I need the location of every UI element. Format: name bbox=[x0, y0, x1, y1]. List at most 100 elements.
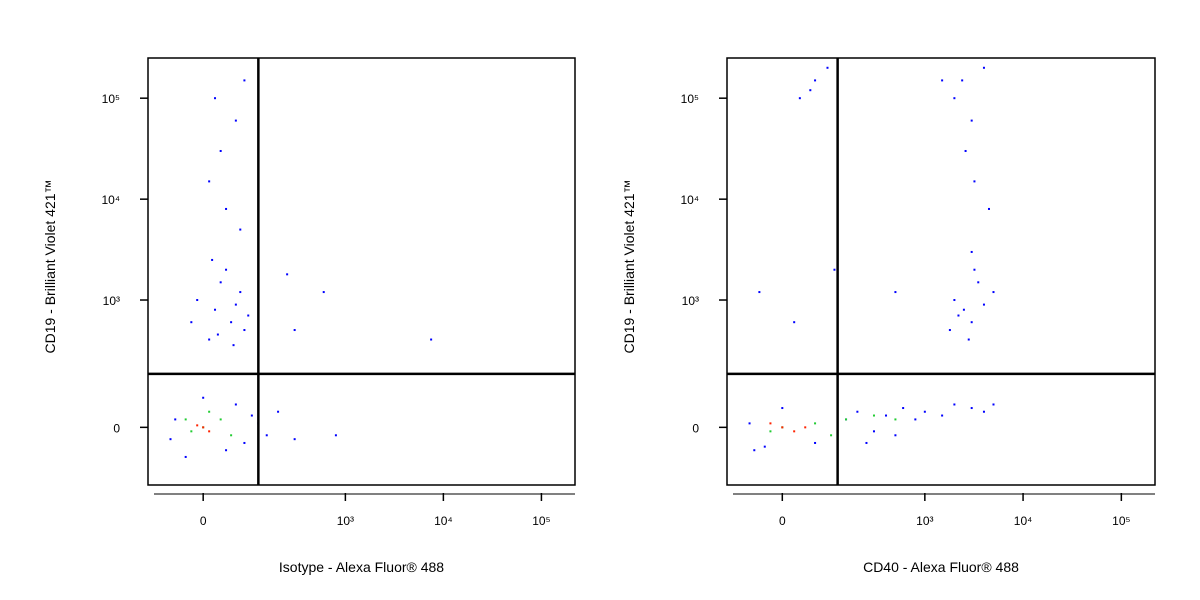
event-dot bbox=[809, 89, 812, 92]
event-dot bbox=[753, 449, 756, 452]
x-tick-label: 10⁵ bbox=[532, 514, 550, 528]
event-dot bbox=[208, 430, 211, 433]
event-dot bbox=[982, 303, 985, 306]
plot-frame bbox=[726, 57, 1156, 486]
event-dot bbox=[230, 321, 233, 324]
event-dot bbox=[957, 314, 960, 317]
event-dot bbox=[219, 281, 222, 284]
event-dot bbox=[970, 250, 973, 253]
event-dot bbox=[973, 180, 976, 183]
event-dot bbox=[970, 119, 973, 122]
event-dot bbox=[219, 149, 222, 152]
event-dot bbox=[914, 418, 917, 421]
event-dot bbox=[202, 396, 205, 399]
event-dot bbox=[830, 434, 833, 437]
event-dot bbox=[970, 407, 973, 410]
event-dot bbox=[856, 410, 859, 413]
event-dot bbox=[763, 445, 766, 448]
event-dot bbox=[953, 97, 956, 100]
event-dot bbox=[234, 119, 237, 122]
y-tick-label: 0 bbox=[692, 421, 699, 435]
event-dot bbox=[208, 410, 211, 413]
x-tick-label: 10⁴ bbox=[434, 514, 453, 528]
y-tick-label: 10⁴ bbox=[101, 193, 120, 207]
event-dot bbox=[894, 418, 897, 421]
event-dot bbox=[243, 329, 246, 332]
event-dot bbox=[845, 418, 848, 421]
event-dot bbox=[219, 418, 222, 421]
event-dot bbox=[948, 329, 951, 332]
event-dot bbox=[865, 441, 868, 444]
event-dot bbox=[826, 66, 829, 69]
x-tick-label: 0 bbox=[200, 514, 207, 528]
event-dot bbox=[322, 291, 325, 294]
y-tick-label: 10³ bbox=[682, 294, 699, 308]
event-dot bbox=[250, 414, 253, 417]
event-dot bbox=[196, 424, 199, 427]
event-dot bbox=[234, 403, 237, 406]
event-dot bbox=[214, 97, 217, 100]
x-tick-label: 10⁵ bbox=[1112, 514, 1130, 528]
y-axis-label: CD19 - Brilliant Violet 421™ bbox=[621, 179, 637, 353]
event-dot bbox=[230, 434, 233, 437]
x-tick-label: 10³ bbox=[337, 514, 354, 528]
event-dot bbox=[216, 333, 219, 336]
event-dot bbox=[973, 268, 976, 271]
event-dot bbox=[243, 79, 246, 82]
event-dot bbox=[941, 414, 944, 417]
event-dot bbox=[202, 426, 205, 429]
x-tick-label: 10³ bbox=[916, 514, 933, 528]
event-dot bbox=[982, 410, 985, 413]
event-dot bbox=[190, 430, 193, 433]
y-tick-label: 10⁴ bbox=[680, 193, 699, 207]
event-dot bbox=[293, 329, 296, 332]
y-tick-label: 10⁵ bbox=[102, 92, 120, 106]
event-dot bbox=[970, 321, 973, 324]
x-axis-label: CD40 - Alexa Fluor® 488 bbox=[863, 559, 1019, 575]
event-dot bbox=[196, 299, 199, 302]
event-dot bbox=[872, 414, 875, 417]
event-dot bbox=[769, 430, 772, 433]
event-dot bbox=[169, 438, 172, 441]
event-dot bbox=[953, 299, 956, 302]
event-dot bbox=[953, 403, 956, 406]
x-axis-label: Isotype - Alexa Fluor® 488 bbox=[279, 559, 444, 575]
plot: 0 10³ 10⁴ 10⁵ 0 10³ 10⁴ 10⁵ Isotype - Alexa Fluo… bbox=[42, 57, 576, 575]
event-dot bbox=[967, 338, 970, 341]
event-dot bbox=[208, 338, 211, 341]
event-dot bbox=[277, 410, 280, 413]
event-dot bbox=[265, 434, 268, 437]
event-dot bbox=[225, 449, 228, 452]
event-dot bbox=[987, 207, 990, 210]
event-dot bbox=[758, 291, 761, 294]
event-dot bbox=[243, 441, 246, 444]
event-dot bbox=[941, 79, 944, 82]
event-dot bbox=[781, 426, 784, 429]
event-dot bbox=[992, 403, 995, 406]
event-dot bbox=[793, 321, 796, 324]
event-dot bbox=[214, 308, 217, 311]
event-dot bbox=[239, 228, 242, 231]
event-dot bbox=[234, 303, 237, 306]
event-dot bbox=[293, 438, 296, 441]
x-tick-label: 0 bbox=[779, 514, 786, 528]
event-dot bbox=[961, 79, 964, 82]
event-dot bbox=[211, 258, 214, 261]
event-dot bbox=[872, 430, 875, 433]
event-dot bbox=[247, 314, 250, 317]
event-dot bbox=[894, 291, 897, 294]
plot-frame bbox=[147, 57, 576, 486]
event-dot bbox=[885, 414, 888, 417]
x-tick-label: 10⁴ bbox=[1014, 514, 1033, 528]
event-dot bbox=[286, 273, 289, 276]
event-dot bbox=[184, 455, 187, 458]
event-dot bbox=[208, 180, 211, 183]
event-dot bbox=[239, 291, 242, 294]
event-dot bbox=[804, 426, 807, 429]
event-dot bbox=[833, 268, 836, 271]
event-dot bbox=[977, 281, 980, 284]
event-dot bbox=[814, 441, 817, 444]
event-dot bbox=[902, 407, 905, 410]
event-dot bbox=[225, 207, 228, 210]
